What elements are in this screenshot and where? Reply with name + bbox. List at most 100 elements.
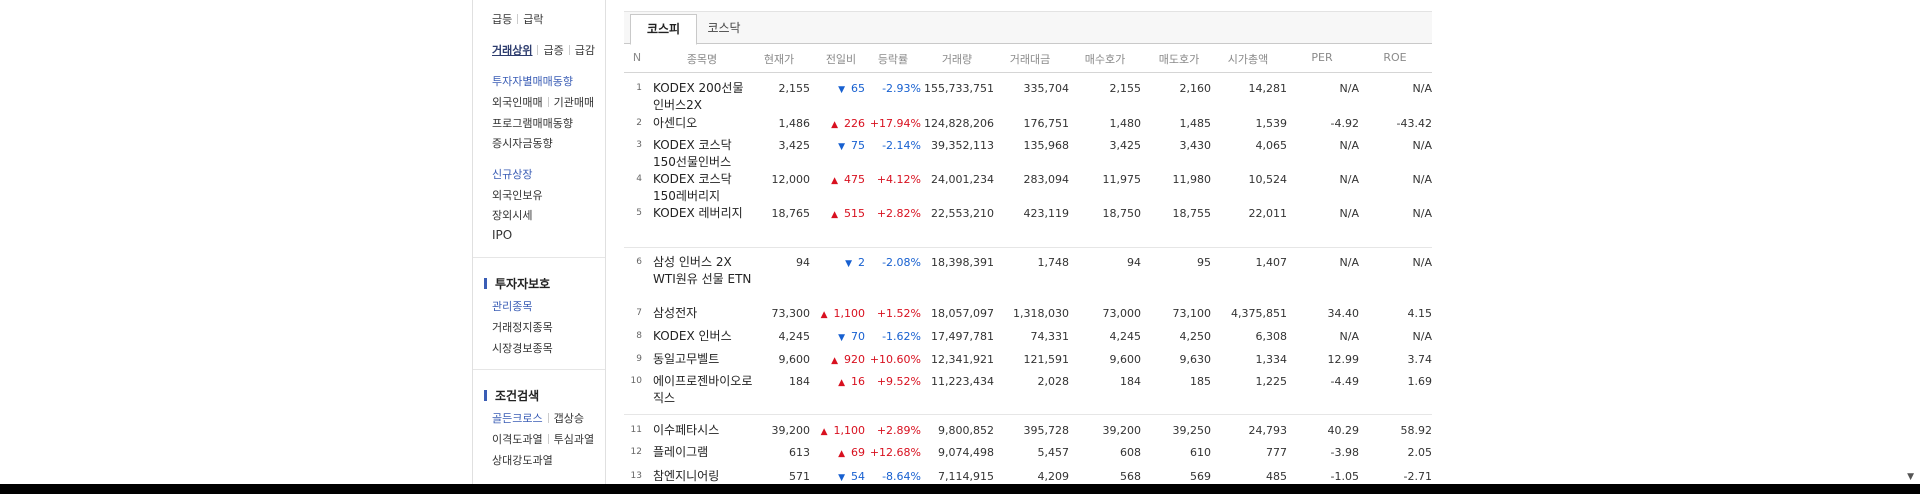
cell-ask: 95 [1197,256,1211,269]
stock-name-link[interactable]: 동일고무벨트 [653,352,720,366]
sidebar-item-gap-up[interactable]: 갭상승 [553,412,584,425]
cell-cap: 485 [1266,470,1287,483]
stock-name-link[interactable]: 에이프로젠바이오로직스 [653,374,753,405]
change-cell: ▼ 65 [818,82,865,95]
column-header-per[interactable]: PER [1311,51,1333,64]
sidebar-item-market-alert[interactable]: 시장경보종목 [492,342,553,355]
sidebar-item-foreign-holding[interactable]: 외국인보유 [492,189,543,202]
cell-ask: 4,250 [1179,330,1212,343]
stock-name-link[interactable]: KODEX 코스닥150레버리지 [653,172,732,203]
column-header-price[interactable]: 현재가 [763,53,795,66]
change-value: 475 [844,173,865,186]
cell-amt: 1,748 [1037,256,1070,269]
stock-name-link[interactable]: 아센디오 [653,116,698,130]
sidebar-item-plunge[interactable]: 급락 [523,13,544,26]
cell-n: 1 [636,83,642,93]
column-header-name[interactable]: 종목명 [686,53,718,66]
sidebar-item-program-trade[interactable]: 프로그램매매동향 [492,117,573,130]
separator [517,14,519,24]
change-cell: ▲ 69 [818,446,865,459]
cell-n: 5 [636,208,642,218]
stock-name-link[interactable]: KODEX 인버스 [653,329,732,343]
stock-name-link[interactable]: KODEX 200선물인버스2X [653,81,744,112]
down-arrow-icon: ▼ [845,259,852,269]
sidebar-item-managed-stocks[interactable]: 관리종목 [492,300,533,313]
sidebar-item-disparity-overheat[interactable]: 이격도과열 [492,433,543,446]
sidebar-item-volume-top[interactable]: 거래상위 [492,44,533,57]
column-header-cap[interactable]: 시가총액 [1227,53,1269,66]
sidebar-item-volume-surge[interactable]: 급증 [543,44,564,57]
column-header-rate[interactable]: 등락률 [877,53,909,66]
cell-per: 34.40 [1327,307,1360,320]
sidebar-item-ipo[interactable]: IPO [492,228,513,242]
column-header-amt[interactable]: 거래대금 [1009,53,1051,66]
sidebar-item-market-funds[interactable]: 증시자금동향 [492,137,553,150]
cell-roe: N/A [1412,82,1432,95]
column-header-bid[interactable]: 매수호가 [1084,53,1126,66]
cell-price: 3,425 [778,139,811,152]
sidebar-item-rsi-overheat[interactable]: 상대강도과열 [492,454,553,467]
cell-price: 4,245 [778,330,811,343]
column-header-vol[interactable]: 거래량 [941,53,973,66]
cell-bid: 9,600 [1109,353,1142,366]
change-value: 920 [844,353,865,366]
sidebar-item-investor-trend[interactable]: 투자자별매매동향 [492,75,573,88]
sidebar-item-institution-trade[interactable]: 기관매매 [553,96,595,109]
sidebar-item-volume-drop[interactable]: 급감 [574,44,595,57]
sidebar-row-cond2: 이격도과열 투심과열 [492,431,594,447]
cell-rate: -1.62% [882,330,921,343]
cell-cap: 14,281 [1248,82,1288,95]
sidebar-row-cond1: 골든크로스 갭상승 [492,410,584,426]
stock-name-link[interactable]: 이수페타시스 [653,423,720,437]
stock-name-link[interactable]: 삼성전자 [653,306,698,320]
tab-kospi[interactable]: 코스피 [630,14,697,45]
sidebar-item-surge[interactable]: 급등 [492,13,513,26]
column-header-chg[interactable]: 전일비 [825,53,857,66]
up-arrow-icon: ▲ [831,120,838,130]
cell-cap: 6,308 [1255,330,1288,343]
cell-amt: 135,968 [1023,139,1070,152]
cell-rate: +17.94% [869,117,921,130]
stock-name-link[interactable]: 참엔지니어링 [653,469,720,483]
heading-text: 투자자보호 [495,277,551,291]
cell-vol: 9,074,498 [938,446,994,459]
stock-name-link[interactable]: KODEX 레버리지 [653,206,743,220]
scroll-down-icon[interactable]: ▼ [1907,472,1914,482]
cell-n: 8 [636,331,642,341]
sidebar-item-sentiment-overheat[interactable]: 투심과열 [553,433,595,446]
cell-vol: 17,497,781 [931,330,994,343]
cell-per: 12.99 [1327,353,1360,366]
cell-n: 13 [630,471,642,481]
sidebar-heading-condition-search: 조건검색 [484,387,539,404]
cell-bid: 94 [1127,256,1141,269]
sidebar-item-foreign-trade[interactable]: 외국인매매 [492,96,543,109]
column-header-n[interactable]: N [632,51,642,64]
column-header-roe[interactable]: ROE [1383,51,1407,64]
sidebar-divider [473,369,605,370]
sidebar-item-otc-price[interactable]: 장외시세 [492,209,533,222]
sidebar-item-halted-stocks[interactable]: 거래정지종목 [492,321,553,334]
change-value: 69 [851,446,865,459]
column-header-ask[interactable]: 매도호가 [1158,53,1200,66]
stock-name-link[interactable]: 삼성 인버스 2X WTI원유 선물 ETN [653,255,752,286]
cell-bid: 184 [1120,375,1141,388]
cell-n: 6 [636,257,642,267]
cell-per: -4.49 [1330,375,1359,388]
cell-bid: 39,200 [1102,424,1142,437]
sidebar-item-new-listing[interactable]: 신규상장 [492,168,533,181]
header-divider [624,72,1432,73]
market-tab-bar [624,11,1432,44]
cell-per: -3.98 [1330,446,1359,459]
cell-n: 4 [636,174,642,184]
stock-name-link[interactable]: KODEX 코스닥150선물인버스 [653,138,732,169]
sidebar-item-golden-cross[interactable]: 골든크로스 [492,412,543,425]
change-cell: ▲ 475 [818,173,865,186]
cell-price: 73,300 [771,307,811,320]
cell-rate: +2.89% [876,424,921,437]
cell-rate: -2.14% [882,139,921,152]
tab-kosdaq[interactable]: 코스닥 [707,21,741,35]
cell-vol: 124,828,206 [924,117,994,130]
cell-cap: 1,407 [1255,256,1288,269]
cell-roe: N/A [1412,139,1432,152]
stock-name-link[interactable]: 플레이그램 [653,445,709,459]
